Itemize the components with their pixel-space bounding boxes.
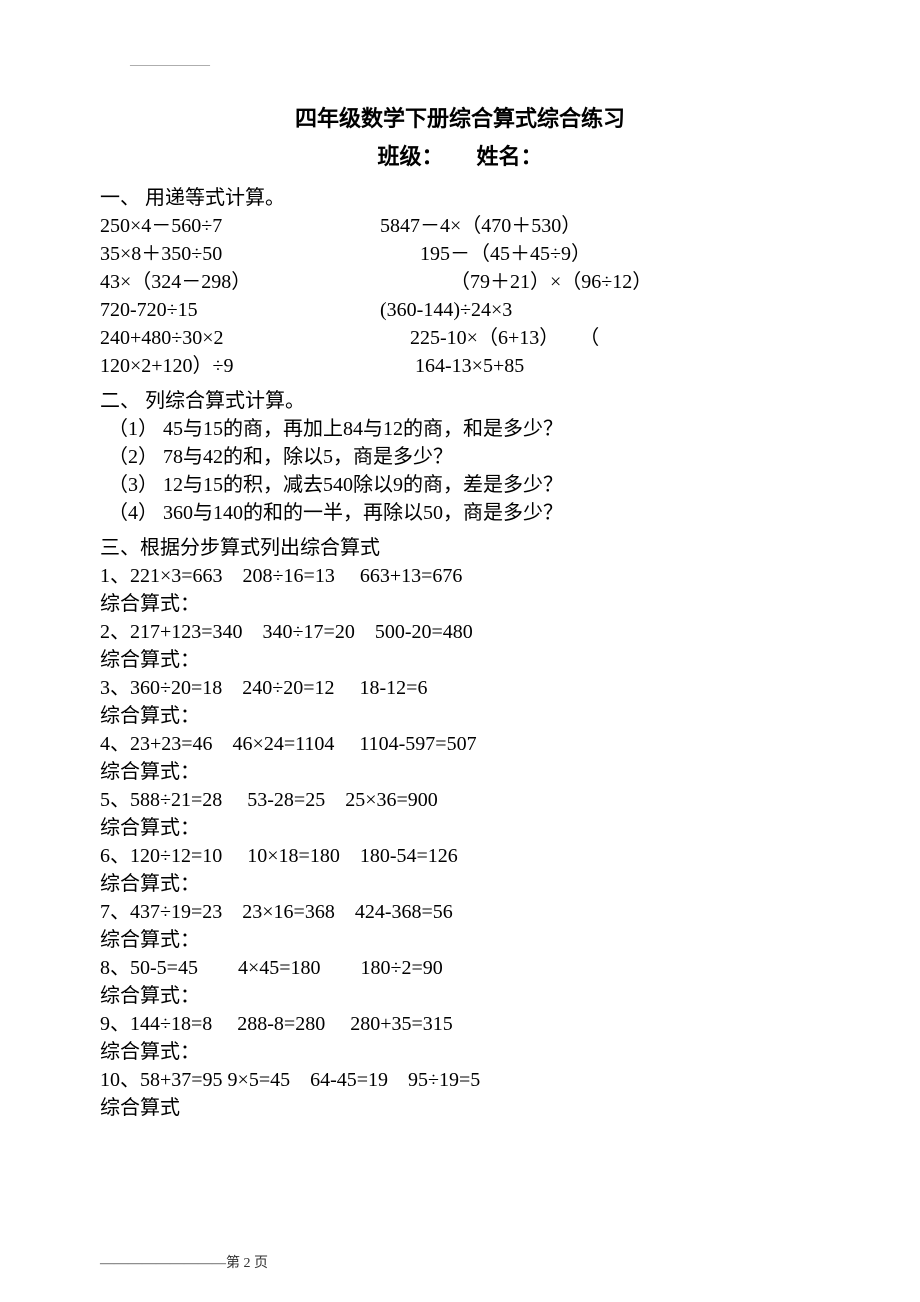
equation-row: 250×4－560÷7 5847－4×（470＋530） bbox=[100, 212, 820, 240]
section1-header: 一、 用递等式计算。 bbox=[100, 181, 820, 210]
step-problem: 3、360÷20=18 240÷20=12 18-12=6 bbox=[100, 674, 820, 702]
step-answer: 综合算式 bbox=[100, 1094, 820, 1122]
equation-left: 250×4－560÷7 bbox=[100, 212, 380, 240]
equation-left: 240+480÷30×2 bbox=[100, 324, 380, 352]
step-answer: 综合算式： bbox=[100, 814, 820, 842]
step-problem: 5、588÷21=28 53-28=25 25×36=900 bbox=[100, 786, 820, 814]
step-problem: 10、58+37=95 9×5=45 64-45=19 95÷19=5 bbox=[100, 1066, 820, 1094]
equation-row: 35×8＋350÷50 195－（45＋45÷9） bbox=[100, 240, 820, 268]
footer-page-number: 第 2 页 bbox=[226, 1256, 268, 1271]
equation-left: 43×（324－298） bbox=[100, 268, 380, 296]
footer-line: ————————— bbox=[100, 1256, 226, 1272]
equation-left: 720-720÷15 bbox=[100, 296, 380, 324]
equation-left: 35×8＋350÷50 bbox=[100, 240, 380, 268]
word-problem: （3） 12与15的积，减去540除以9的商，差是多少？ bbox=[100, 471, 820, 499]
equation-row: 720-720÷15 (360-144)÷24×3 bbox=[100, 296, 820, 324]
equation-right: 195－（45＋45÷9） bbox=[380, 240, 820, 268]
equation-right: （79＋21）×（96÷12） bbox=[380, 268, 820, 296]
equation-left: 120×2+120）÷9 bbox=[100, 352, 380, 380]
equation-row: 120×2+120）÷9 164-13×5+85 bbox=[100, 352, 820, 380]
page-footer: —————————第 2 页 bbox=[100, 1252, 268, 1272]
step-problem: 8、50-5=45 4×45=180 180÷2=90 bbox=[100, 954, 820, 982]
step-problem: 9、144÷18=8 288-8=280 280+35=315 bbox=[100, 1010, 820, 1038]
equation-right: (360-144)÷24×3 bbox=[380, 296, 820, 324]
document-page: ———————— 四年级数学下册综合算式综合练习 班级： 姓名： 一、 用递等式… bbox=[0, 0, 920, 1162]
step-problem: 4、23+23=46 46×24=1104 1104-597=507 bbox=[100, 730, 820, 758]
equation-right: 5847－4×（470＋530） bbox=[380, 212, 820, 240]
step-answer: 综合算式： bbox=[100, 870, 820, 898]
section2-header: 二、 列综合算式计算。 bbox=[100, 384, 820, 413]
step-answer: 综合算式： bbox=[100, 926, 820, 954]
step-answer: 综合算式： bbox=[100, 590, 820, 618]
word-problem: （2） 78与42的和，除以5，商是多少？ bbox=[100, 443, 820, 471]
top-marker: ———————— bbox=[130, 60, 820, 71]
class-label: 班级： bbox=[377, 144, 432, 169]
section3-header: 三、根据分步算式列出综合算式 bbox=[100, 531, 820, 560]
step-answer: 综合算式： bbox=[100, 982, 820, 1010]
step-problem: 2、217+123=340 340÷17=20 500-20=480 bbox=[100, 618, 820, 646]
document-title: 四年级数学下册综合算式综合练习 bbox=[100, 101, 820, 133]
step-answer: 综合算式： bbox=[100, 702, 820, 730]
step-problem: 7、437÷19=23 23×16=368 424-368=56 bbox=[100, 898, 820, 926]
equation-right: 164-13×5+85 bbox=[380, 352, 820, 380]
step-answer: 综合算式： bbox=[100, 1038, 820, 1066]
step-problem: 6、120÷12=10 10×18=180 180-54=126 bbox=[100, 842, 820, 870]
name-label: 姓名： bbox=[477, 144, 543, 169]
equation-row: 240+480÷30×2 225-10×（6+13） （ bbox=[100, 324, 820, 352]
word-problem: （4） 360与140的和的一半，再除以50，商是多少？ bbox=[100, 499, 820, 527]
equation-right: 225-10×（6+13） （ bbox=[380, 324, 820, 352]
equation-row: 43×（324－298） （79＋21）×（96÷12） bbox=[100, 268, 820, 296]
document-subtitle: 班级： 姓名： bbox=[100, 139, 820, 171]
step-problem: 1、221×3=663 208÷16=13 663+13=676 bbox=[100, 562, 820, 590]
step-answer: 综合算式： bbox=[100, 646, 820, 674]
word-problem: （1） 45与15的商，再加上84与12的商，和是多少？ bbox=[100, 415, 820, 443]
step-answer: 综合算式： bbox=[100, 758, 820, 786]
